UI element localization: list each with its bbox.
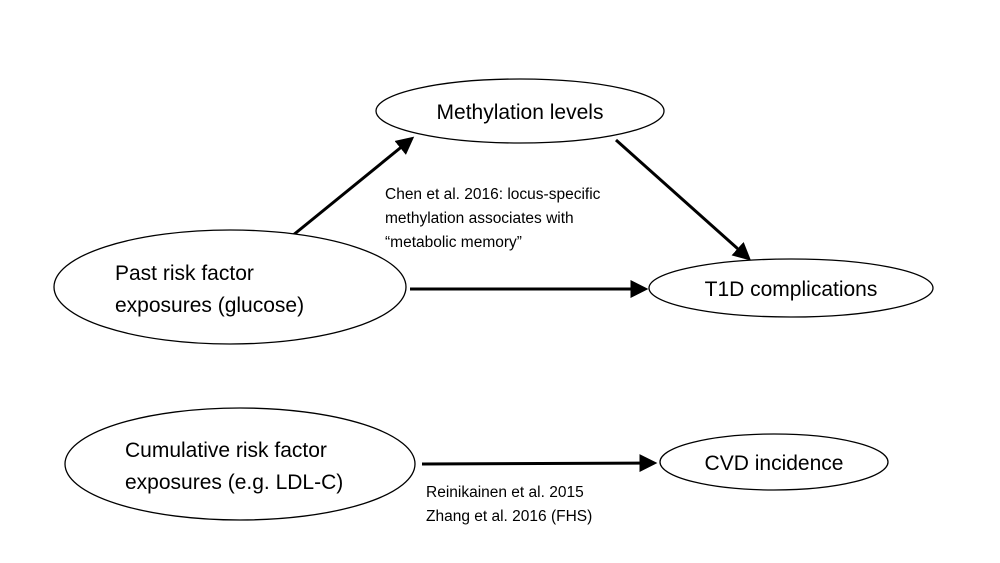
node-past-exposures: Past risk factor exposures (glucose)	[53, 229, 407, 345]
node-t1d-label: T1D complications	[705, 278, 878, 301]
annotation-chen-line-3: “metabolic memory”	[385, 234, 522, 251]
annotation-chen-line-2: methylation associates with	[385, 210, 574, 227]
annotation-reinikainen: Reinikainen et al. 2015	[426, 484, 584, 501]
node-past-exposures-line-1: Past risk factor	[115, 262, 254, 285]
node-cumulative-ellipse	[64, 407, 416, 521]
node-t1d-ellipse	[648, 258, 934, 318]
node-methylation-label: Methylation levels	[437, 101, 604, 124]
annotation-references: Reinikainen et al. 2015 Zhang et al. 201…	[426, 484, 592, 525]
annotation-chen: Chen et al. 2016: locus-specific methyla…	[385, 186, 601, 251]
annotation-zhang: Zhang et al. 2016 (FHS)	[426, 508, 592, 525]
node-methylation-ellipse	[375, 78, 665, 144]
node-cvd-label: CVD incidence	[705, 452, 844, 475]
node-cvd-incidence: CVD incidence	[659, 433, 889, 491]
node-cumulative-exposures: Cumulative risk factor exposures (e.g. L…	[64, 407, 416, 521]
annotation-chen-line-1: Chen et al. 2016: locus-specific	[385, 186, 601, 203]
node-cvd-ellipse	[659, 433, 889, 491]
node-cumulative-line-1: Cumulative risk factor	[125, 439, 327, 462]
node-past-exposures-ellipse	[53, 229, 407, 345]
node-past-exposures-line-2: exposures (glucose)	[115, 294, 304, 317]
arrow-methylation-to-t1d	[615, 138, 752, 261]
node-cumulative-line-2: exposures (e.g. LDL-C)	[125, 471, 343, 494]
node-methylation-levels: Methylation levels	[375, 78, 665, 144]
arrow-past-to-methylation	[291, 136, 415, 238]
node-t1d-complications: T1D complications	[648, 258, 934, 318]
arrow-cumulative-to-cvd	[421, 454, 658, 473]
